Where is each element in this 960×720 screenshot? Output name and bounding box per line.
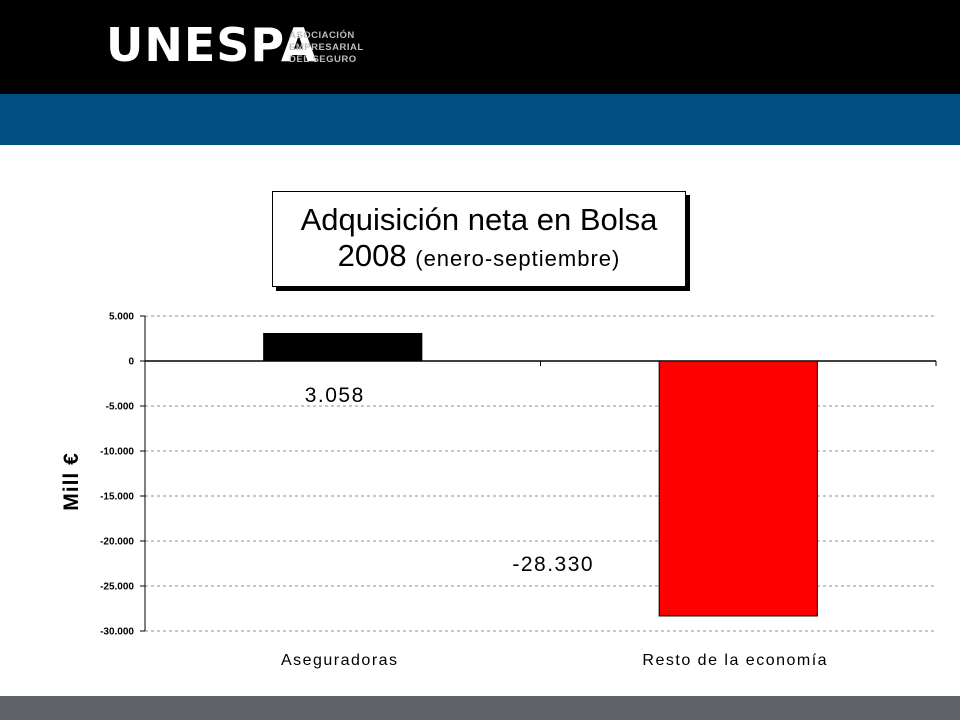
logo-subtitle-line-2: EMPRESARIAL (289, 42, 364, 53)
y-axis-title: Mill € (60, 452, 83, 511)
chart-title: Adquisición neta en Bolsa (300, 202, 658, 237)
blue-band (0, 94, 960, 145)
logo-text: UNESPA (106, 18, 318, 72)
logo-subtitle: ASOCIACIÓN EMPRESARIAL DEL SEGURO (289, 30, 364, 66)
logo-subtitle-line-3: DEL SEGURO (289, 54, 357, 65)
y-tick-label: 0 (128, 357, 134, 368)
data-label-aseguradoras: 3.058 (305, 384, 365, 407)
y-tick-label: -25.000 (100, 582, 134, 593)
y-tick-label: 5.000 (109, 312, 134, 323)
chart-subtitle: 2008 (enero-septiembre) (273, 238, 685, 277)
y-tick-label: -30.000 (100, 627, 134, 638)
chart-title-box: Adquisición neta en Bolsa 2008 (enero-se… (272, 191, 686, 287)
logo-subtitle-line-1: ASOCIACIÓN (289, 30, 355, 41)
bar-resto-economia (658, 360, 818, 617)
category-label: Aseguradoras (281, 652, 399, 669)
data-label-resto-economia: -28.330 (512, 553, 594, 576)
chart-subtitle-period: (enero-septiembre) (415, 246, 621, 271)
bar-aseguradoras (263, 332, 423, 362)
footer-bar (0, 696, 960, 720)
category-label: Resto de la economía (642, 652, 828, 669)
y-tick-label: -20.000 (100, 537, 134, 548)
y-tick-label: -15.000 (100, 492, 134, 503)
header-bar: UNESPA ASOCIACIÓN EMPRESARIAL DEL SEGURO (0, 0, 960, 94)
chart-subtitle-year: 2008 (337, 238, 407, 273)
y-tick-label: -5.000 (106, 402, 135, 413)
bar-chart: 5.000 0 -5.000 -10.000 -15.000 -20.000 -25.000… (60, 312, 937, 669)
y-tick-label: -10.000 (100, 447, 134, 458)
unespa-logo: UNESPA (106, 22, 318, 68)
